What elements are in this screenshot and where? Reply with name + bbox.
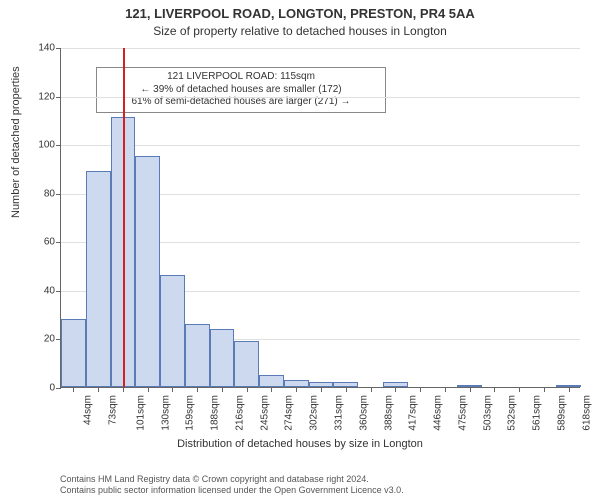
xtick-mark: [148, 387, 149, 392]
gridline: [61, 48, 580, 49]
gridline: [61, 145, 580, 146]
chart-subtitle: Size of property relative to detached ho…: [0, 24, 600, 38]
xtick-label: 360sqm: [358, 395, 369, 431]
marker-line: [123, 48, 125, 387]
xtick-mark: [470, 387, 471, 392]
xtick-label: 216sqm: [234, 395, 245, 431]
histogram-bar: [61, 319, 86, 387]
xtick-mark: [346, 387, 347, 392]
histogram-bar: [234, 341, 259, 387]
xtick-mark: [73, 387, 74, 392]
xtick-mark: [222, 387, 223, 392]
xtick-label: 446sqm: [432, 395, 443, 431]
xtick-label: 188sqm: [209, 395, 220, 431]
annotation-line: ← 39% of detached houses are smaller (17…: [103, 84, 379, 97]
histogram-bar: [135, 156, 160, 387]
xtick-mark: [296, 387, 297, 392]
x-axis-label: Distribution of detached houses by size …: [0, 438, 600, 450]
ytick-label: 100: [38, 140, 55, 151]
xtick-label: 331sqm: [333, 395, 344, 431]
xtick-mark: [123, 387, 124, 392]
xtick-label: 245sqm: [259, 395, 270, 431]
ytick-label: 0: [49, 383, 55, 394]
xtick-mark: [395, 387, 396, 392]
attribution-line: Contains public sector information licen…: [60, 485, 404, 496]
xtick-label: 532sqm: [507, 395, 518, 431]
histogram-bar: [259, 375, 284, 387]
xtick-mark: [172, 387, 173, 392]
xtick-label: 274sqm: [284, 395, 295, 431]
xtick-label: 101sqm: [135, 395, 146, 431]
xtick-label: 388sqm: [383, 395, 394, 431]
ytick-mark: [56, 145, 61, 146]
xtick-label: 503sqm: [482, 395, 493, 431]
xtick-mark: [98, 387, 99, 392]
annotation-line: 61% of semi-detached houses are larger (…: [103, 96, 379, 109]
xtick-mark: [519, 387, 520, 392]
histogram-bar: [160, 275, 185, 387]
histogram-bar: [185, 324, 210, 387]
annotation-line: 121 LIVERPOOL ROAD: 115sqm: [103, 71, 379, 84]
xtick-mark: [445, 387, 446, 392]
xtick-label: 44sqm: [83, 395, 94, 425]
gridline: [61, 97, 580, 98]
xtick-label: 589sqm: [556, 395, 567, 431]
histogram-bar: [284, 380, 309, 387]
xtick-label: 417sqm: [408, 395, 419, 431]
ytick-mark: [56, 291, 61, 292]
xtick-label: 618sqm: [581, 395, 592, 431]
ytick-mark: [56, 388, 61, 389]
chart-container: 121, LIVERPOOL ROAD, LONGTON, PRESTON, P…: [0, 0, 600, 500]
xtick-mark: [569, 387, 570, 392]
xtick-label: 159sqm: [185, 395, 196, 431]
xtick-label: 302sqm: [309, 395, 320, 431]
ytick-label: 60: [44, 237, 55, 248]
plot-area: 121 LIVERPOOL ROAD: 115sqm← 39% of detac…: [60, 48, 580, 388]
ytick-mark: [56, 194, 61, 195]
ytick-label: 40: [44, 285, 55, 296]
attribution-line: Contains HM Land Registry data © Crown c…: [60, 474, 404, 485]
xtick-mark: [494, 387, 495, 392]
ytick-label: 120: [38, 91, 55, 102]
chart-title: 121, LIVERPOOL ROAD, LONGTON, PRESTON, P…: [0, 6, 600, 21]
xtick-label: 130sqm: [160, 395, 171, 431]
ytick-label: 140: [38, 43, 55, 54]
y-axis-label: Number of detached properties: [10, 66, 22, 218]
xtick-mark: [271, 387, 272, 392]
xtick-mark: [371, 387, 372, 392]
histogram-bar: [86, 171, 111, 387]
xtick-label: 475sqm: [457, 395, 468, 431]
xtick-label: 73sqm: [108, 395, 119, 425]
attribution: Contains HM Land Registry data © Crown c…: [60, 474, 404, 496]
xtick-mark: [197, 387, 198, 392]
xtick-mark: [544, 387, 545, 392]
histogram-bar: [210, 329, 235, 387]
ytick-mark: [56, 242, 61, 243]
xtick-mark: [420, 387, 421, 392]
ytick-label: 80: [44, 188, 55, 199]
ytick-label: 20: [44, 334, 55, 345]
annotation-box: 121 LIVERPOOL ROAD: 115sqm← 39% of detac…: [96, 67, 386, 113]
ytick-mark: [56, 97, 61, 98]
xtick-label: 561sqm: [531, 395, 542, 431]
xtick-mark: [247, 387, 248, 392]
xtick-mark: [321, 387, 322, 392]
ytick-mark: [56, 48, 61, 49]
